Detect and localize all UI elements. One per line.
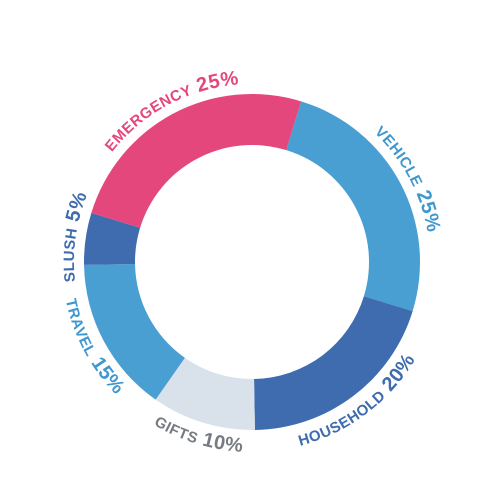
donut-segment (155, 357, 255, 430)
category-label: SLUSH (61, 227, 81, 283)
value-label: 25% (194, 67, 240, 97)
value-label: 25% (412, 187, 445, 234)
donut-segment (286, 101, 421, 312)
donut-segment (91, 93, 302, 228)
donut-segment (84, 264, 185, 400)
value-label: 10% (200, 429, 244, 457)
donut-segment (254, 296, 413, 430)
value-label: 5% (62, 189, 92, 225)
donut-segment (84, 212, 141, 265)
